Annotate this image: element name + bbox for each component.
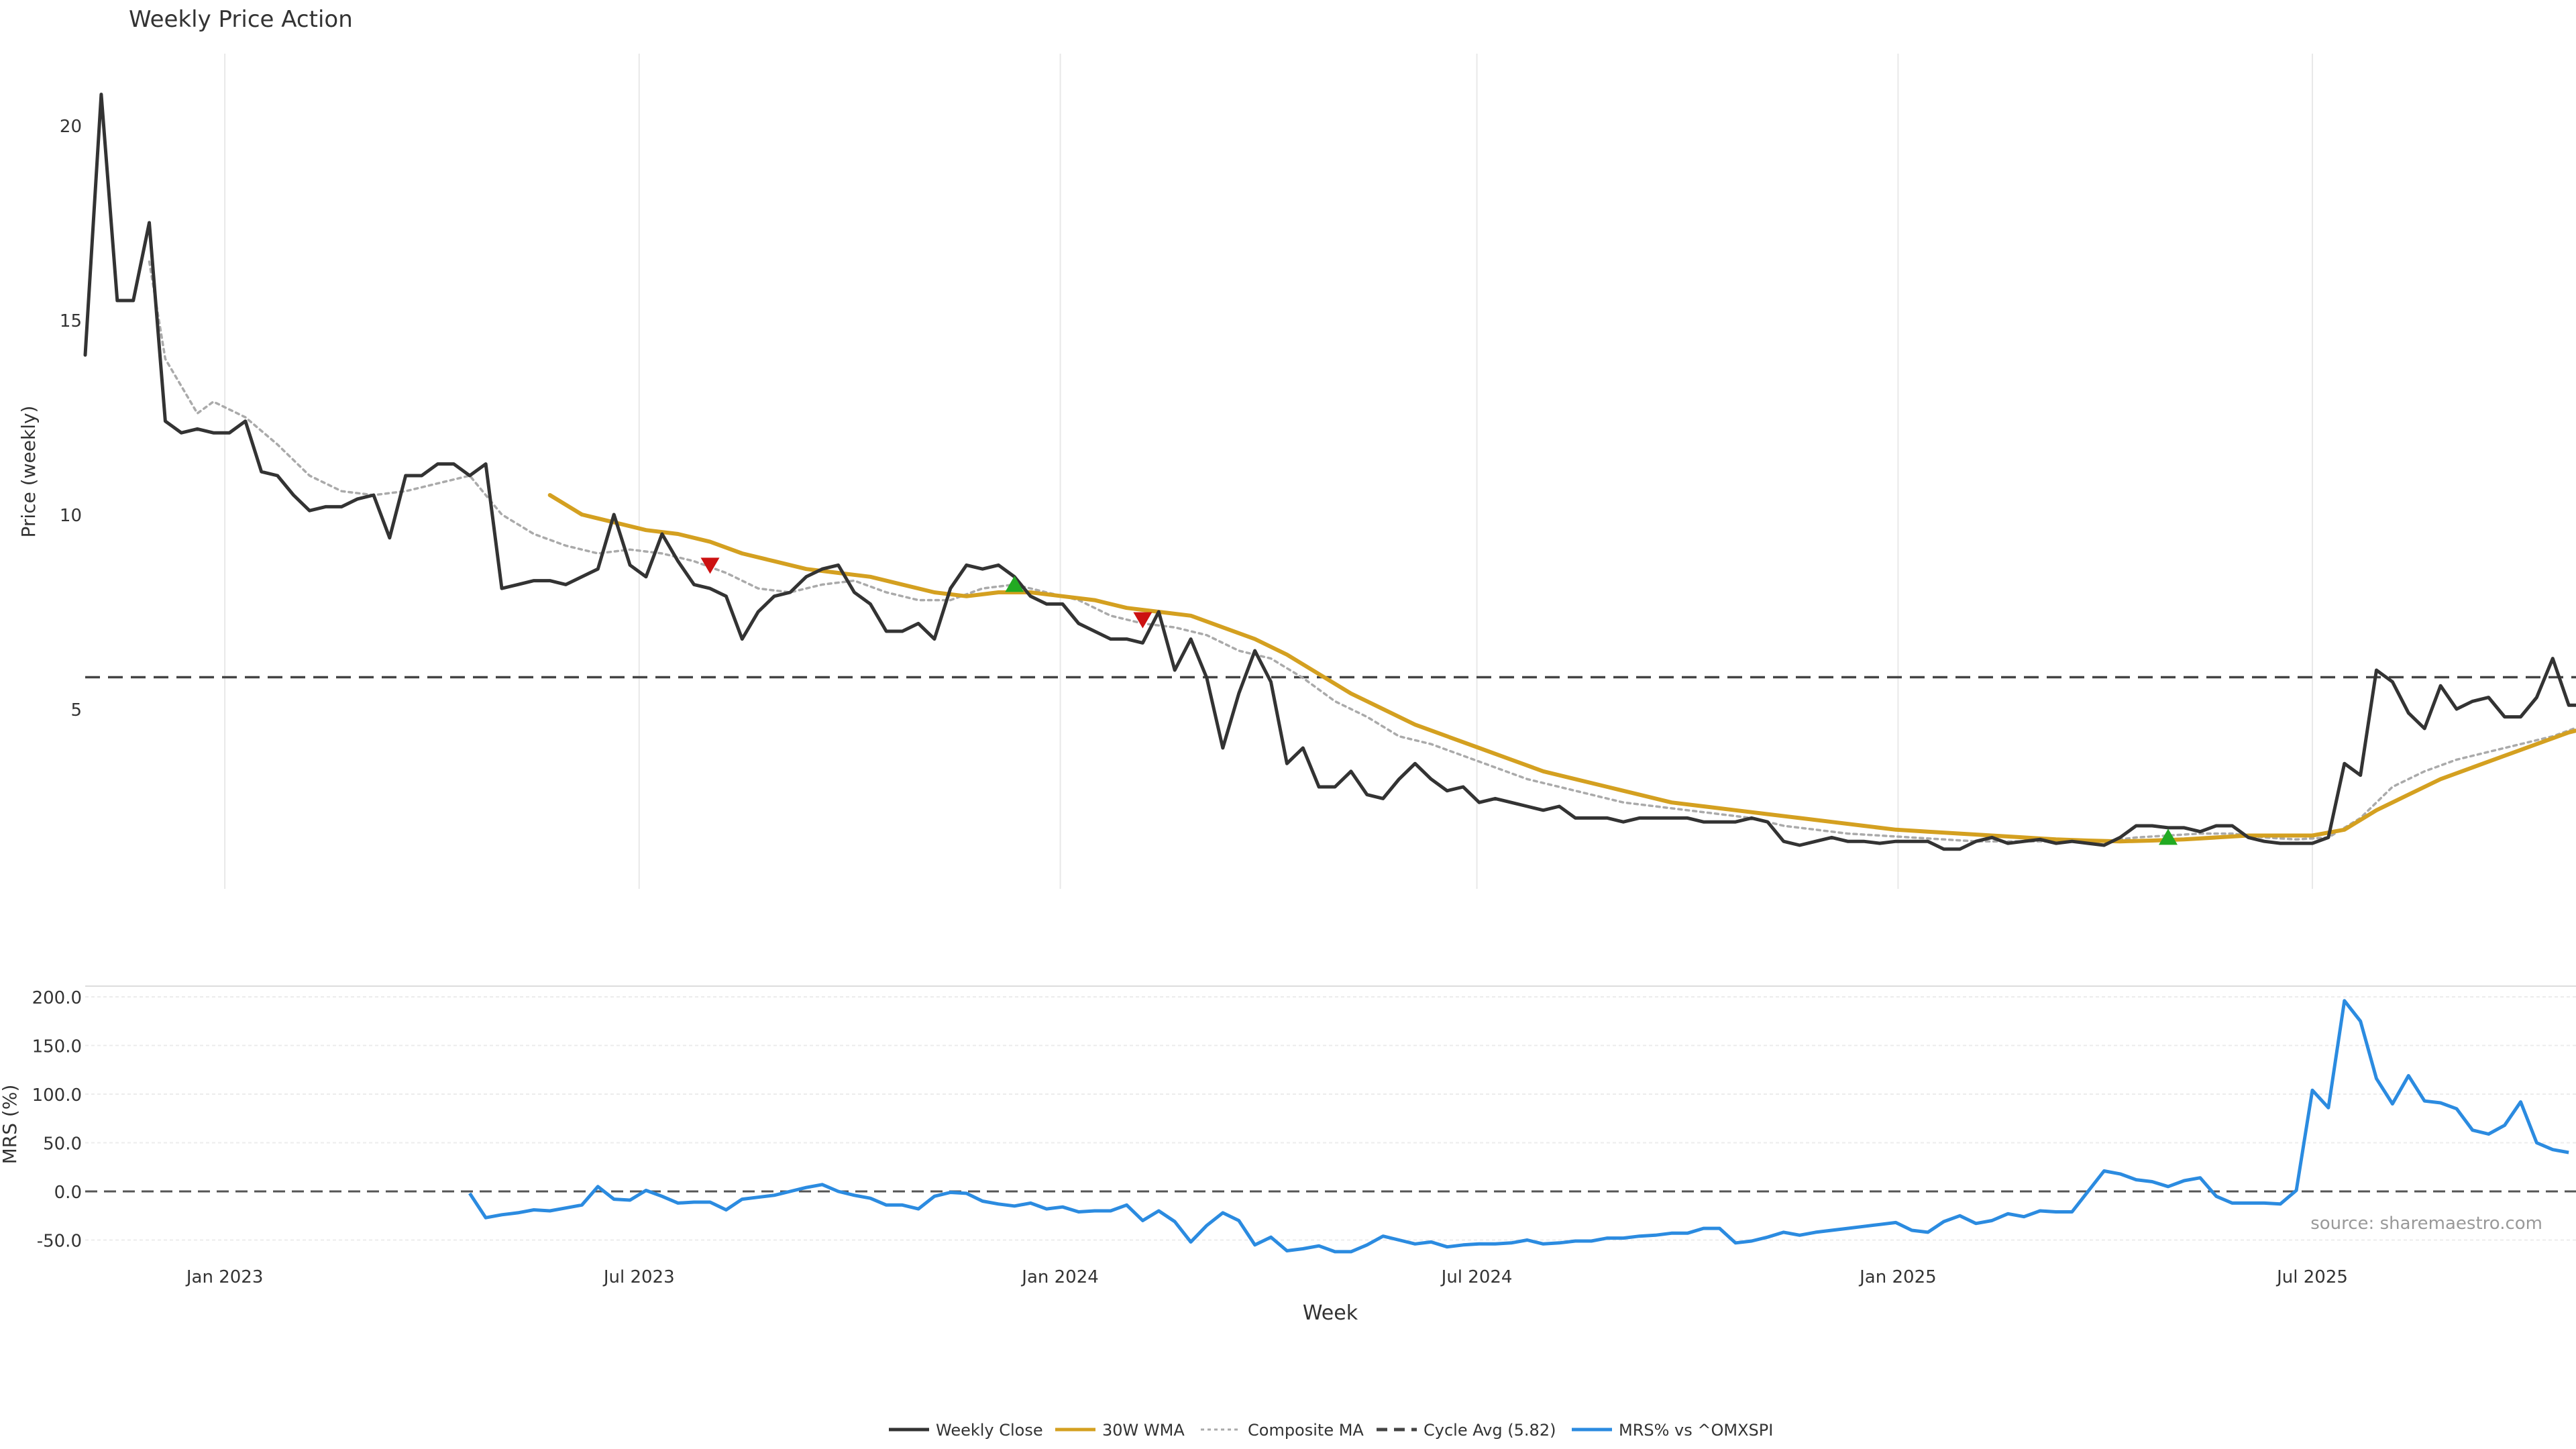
composite-ma-line — [148, 260, 2576, 843]
x-tick-label: Jan 2025 — [1858, 1267, 1937, 1287]
buy-signal-marker — [1005, 576, 1024, 592]
mrs-tick-label: 150.0 — [32, 1037, 82, 1057]
x-axis-label: Week — [1303, 1301, 1358, 1325]
price-tick-label: 15 — [60, 311, 82, 331]
mrs-axis-label: MRS (%) — [0, 1085, 21, 1165]
legend: Weekly Close 30W WMA Composite MA Cycle Avg… — [889, 1421, 1773, 1440]
legend-label: 30W WMA — [1102, 1421, 1185, 1440]
grid-lines — [85, 54, 2576, 1241]
mrs-series — [468, 999, 2569, 1254]
x-tick-label: Jul 2024 — [1440, 1267, 1513, 1287]
legend-label: Composite MA — [1248, 1421, 1364, 1440]
30w-wma-line — [547, 493, 2576, 844]
x-tick-label: Jul 2025 — [2275, 1267, 2348, 1287]
price-tick-label: 5 — [70, 700, 82, 720]
weekly-close-line — [83, 93, 2576, 851]
cycle-average-line — [85, 676, 2576, 1193]
mrs-line — [468, 999, 2569, 1254]
mrs-tick-label: 0.0 — [54, 1183, 82, 1203]
signal-markers — [700, 557, 2178, 845]
axis-ticks: Jan 2023 Jul 2023 Jan 2024 Jul 2024 Jan 2025… — [32, 117, 2348, 1287]
x-tick-label: Jan 2023 — [185, 1267, 264, 1287]
legend-label: Cycle Avg (5.82) — [1424, 1421, 1556, 1440]
price-series — [83, 93, 2576, 851]
mrs-tick-label: 200.0 — [32, 988, 82, 1008]
sell-signal-marker — [1133, 612, 1152, 629]
mrs-tick-label: 100.0 — [32, 1085, 82, 1106]
x-tick-label: Jul 2023 — [602, 1267, 675, 1287]
legend-label: MRS% vs ^OMXSPI — [1619, 1421, 1773, 1440]
price-tick-label: 10 — [60, 506, 82, 526]
x-tick-label: Jan 2024 — [1020, 1267, 1099, 1287]
legend-label: Weekly Close — [936, 1421, 1043, 1440]
price-tick-label: 20 — [60, 117, 82, 137]
mrs-tick-label: 50.0 — [43, 1134, 82, 1155]
chart-title: Weekly Price Action — [129, 6, 353, 33]
source-note: source: sharemaestro.com — [2310, 1214, 2542, 1234]
price-axis-label: Price (weekly) — [17, 406, 40, 538]
buy-signal-marker — [2159, 828, 2178, 845]
sell-signal-marker — [700, 557, 720, 574]
mrs-tick-label: -50.0 — [37, 1232, 82, 1252]
